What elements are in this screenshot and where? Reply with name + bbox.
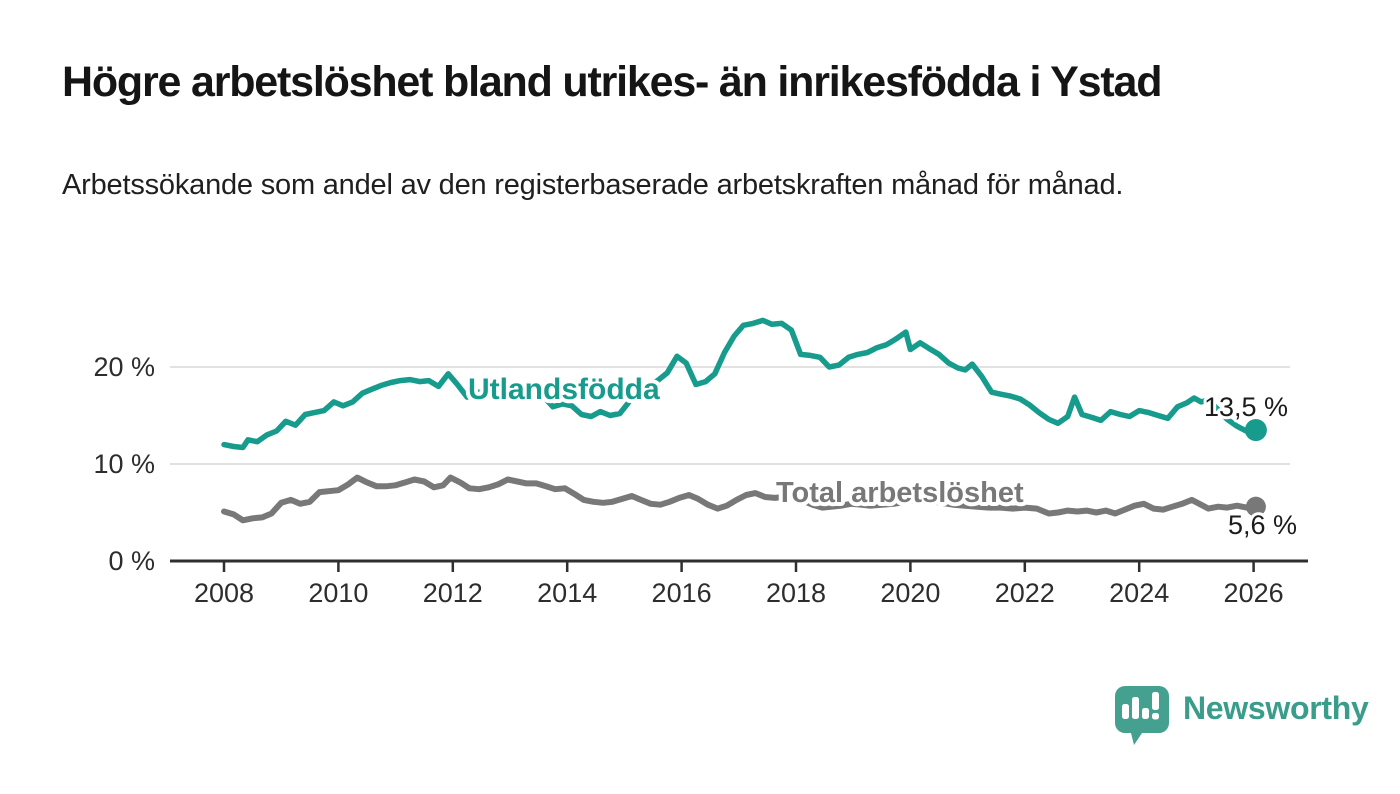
x-tick-label-2026: 2026 bbox=[1224, 578, 1284, 608]
series-end-dot-utlandsfodda bbox=[1244, 419, 1267, 442]
end-value-label-utlandsfodda: 13,5 % bbox=[1204, 392, 1288, 422]
series-label-total-arbetsloshet: Total arbetslöshet bbox=[776, 477, 1024, 509]
label-layer: Utlandsfödda Total arbetslöshet 13,5 % 5… bbox=[464, 369, 1300, 543]
series-end-dot-total bbox=[1245, 496, 1266, 517]
series-label-utlandsfodda: Utlandsfödda bbox=[468, 373, 660, 406]
x-tick-label-2010: 2010 bbox=[308, 578, 368, 608]
x-tick-label-2022: 2022 bbox=[995, 578, 1055, 608]
x-tick-label-2012: 2012 bbox=[423, 578, 483, 608]
x-tick-label-2014: 2014 bbox=[537, 578, 597, 608]
page-title: Högre arbetslöshet bland utrikes- än inr… bbox=[62, 58, 1162, 106]
series-line-total bbox=[221, 474, 1259, 524]
series-line-utlandsfodda bbox=[221, 317, 1259, 451]
chart-subtitle: Arbetssökande som andel av den registerb… bbox=[62, 169, 1124, 201]
bar-chart-glyph bbox=[1122, 692, 1159, 720]
brand-footer: Newsworthy bbox=[1113, 684, 1369, 748]
x-tick-label-2016: 2016 bbox=[652, 578, 712, 608]
series-layer bbox=[221, 317, 1267, 524]
x-tick-label-2024: 2024 bbox=[1109, 578, 1169, 608]
brand-name: Newsworthy bbox=[1183, 690, 1369, 726]
y-tick-label-20: 20 % bbox=[93, 352, 155, 382]
x-tick-label-2018: 2018 bbox=[766, 578, 826, 608]
y-tick-label-10: 10 % bbox=[93, 449, 155, 479]
x-tick-label-2008: 2008 bbox=[194, 578, 254, 608]
end-value-label-total: 5,6 % bbox=[1228, 510, 1297, 540]
y-tick-label-0: 0 % bbox=[108, 546, 155, 576]
x-tick-label-2020: 2020 bbox=[880, 578, 940, 608]
grid-layer: 0 % 10 % 20 % 2008 2010 2012 2014 2016 2018 2020 2… bbox=[93, 352, 1308, 608]
newsworthy-logo-icon bbox=[1115, 686, 1169, 745]
